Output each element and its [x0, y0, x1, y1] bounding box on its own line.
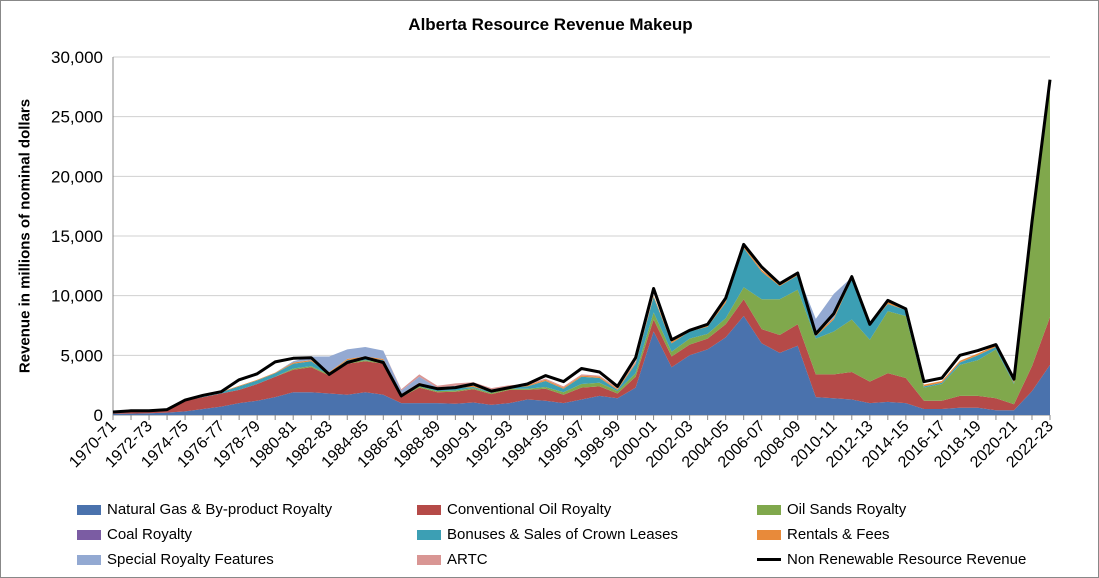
area-conventional-oil-royalty — [113, 299, 1050, 414]
legend-swatch — [77, 529, 101, 540]
legend-item: Oil Sands Royalty — [757, 501, 906, 518]
legend-item: ARTC — [417, 551, 488, 568]
y-tick-label: 0 — [94, 406, 103, 425]
legend-item: Rentals & Fees — [757, 526, 890, 543]
legend-label: Non Renewable Resource Revenue — [787, 551, 1027, 568]
legend-label: Natural Gas & By-product Royalty — [107, 501, 333, 518]
legend-item: Special Royalty Features — [77, 551, 274, 568]
legend-label: Bonuses & Sales of Crown Leases — [447, 526, 678, 543]
chart-title: Alberta Resource Revenue Makeup — [408, 15, 693, 34]
legend-label: Conventional Oil Royalty — [447, 501, 612, 518]
legend-swatch — [417, 554, 441, 565]
y-tick-label: 30,000 — [51, 48, 103, 67]
legend-swatch — [757, 504, 781, 515]
legend-swatch — [757, 529, 781, 540]
legend-swatch — [417, 504, 441, 515]
legend-item: Natural Gas & By-product Royalty — [77, 501, 332, 518]
legend-label: Special Royalty Features — [107, 551, 274, 568]
legend-label: Rentals & Fees — [787, 526, 890, 543]
legend-item: Non Renewable Resource Revenue — [757, 551, 1026, 568]
area-oil-sands-royalty — [113, 80, 1050, 413]
area-special-royalty-features — [113, 79, 1050, 412]
legend-item: Coal Royalty — [77, 526, 192, 543]
y-tick-label: 20,000 — [51, 167, 103, 186]
y-tick-label: 25,000 — [51, 108, 103, 127]
y-tick-label: 5,000 — [60, 346, 103, 365]
legend-swatch — [77, 504, 101, 515]
plot-area: 05,00010,00015,00020,00025,00030,0001970… — [51, 48, 1057, 471]
legend-label: Oil Sands Royalty — [787, 501, 907, 518]
line-non-renewable-resource-revenue — [112, 79, 1052, 414]
legend-label: ARTC — [447, 551, 488, 568]
y-tick-label: 15,000 — [51, 227, 103, 246]
legend-item: Bonuses & Sales of Crown Leases — [417, 526, 678, 543]
y-tick-label: 10,000 — [51, 287, 103, 306]
legend-swatch — [417, 529, 441, 540]
legend-item: Conventional Oil Royalty — [417, 501, 611, 518]
legend: Natural Gas & By-product Royalty Conventi… — [77, 501, 1087, 577]
legend-swatch — [77, 554, 101, 565]
legend-label: Coal Royalty — [107, 526, 193, 543]
legend-swatch — [757, 558, 781, 561]
